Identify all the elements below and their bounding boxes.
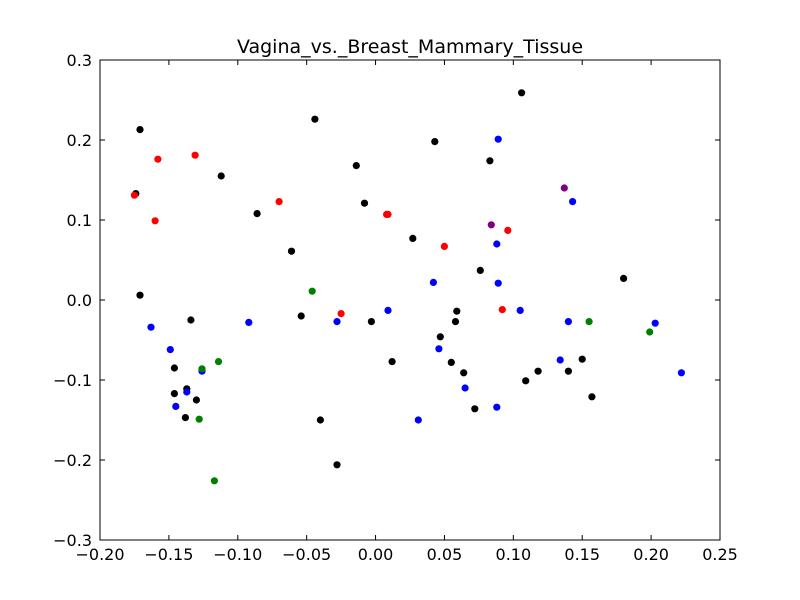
data-point xyxy=(440,242,448,250)
data-point xyxy=(253,210,261,218)
data-point xyxy=(210,477,218,485)
data-point xyxy=(494,279,502,287)
data-point xyxy=(384,306,392,314)
data-point xyxy=(151,217,159,225)
data-point xyxy=(471,405,479,413)
data-point xyxy=(409,234,417,242)
data-point xyxy=(183,388,191,396)
chart-title: Vagina_vs._Breast_Mammary_Tissue xyxy=(237,36,583,58)
y-tick-label: 0.3 xyxy=(67,51,92,70)
data-point xyxy=(388,358,396,366)
data-point xyxy=(453,307,461,315)
data-point xyxy=(569,198,577,206)
x-tick-label: −0.05 xyxy=(282,545,331,564)
y-tick-label: 0.0 xyxy=(67,291,92,310)
y-tick-label: −0.2 xyxy=(53,451,92,470)
data-point xyxy=(198,365,206,373)
data-point xyxy=(534,367,542,375)
data-point xyxy=(166,346,174,354)
data-point xyxy=(170,364,178,372)
data-point xyxy=(493,240,501,248)
data-point xyxy=(195,415,203,423)
data-point xyxy=(516,306,524,314)
data-point xyxy=(429,278,437,286)
data-point xyxy=(436,333,444,341)
data-point xyxy=(181,414,189,422)
data-point xyxy=(498,306,506,314)
data-point xyxy=(172,402,180,410)
x-tick-label: 0.25 xyxy=(702,545,738,564)
x-tick-label: 0.05 xyxy=(427,545,463,564)
data-point xyxy=(431,138,439,146)
data-point xyxy=(578,355,586,363)
data-point xyxy=(316,416,324,424)
data-point xyxy=(564,318,573,326)
data-point xyxy=(504,226,512,234)
data-point xyxy=(556,356,564,364)
data-point xyxy=(677,369,686,377)
y-tick-label: −0.1 xyxy=(53,371,92,390)
plot-frame xyxy=(99,59,721,541)
data-point xyxy=(367,318,375,326)
data-point xyxy=(560,184,568,192)
data-point xyxy=(646,328,654,336)
data-point xyxy=(518,89,526,97)
y-tick-label: −0.3 xyxy=(53,531,92,550)
data-point xyxy=(352,162,360,170)
data-point xyxy=(522,377,530,385)
x-tick-label: 0.15 xyxy=(564,545,600,564)
data-point xyxy=(217,172,225,180)
data-point xyxy=(187,316,195,324)
x-tick-label: 0.20 xyxy=(633,545,669,564)
data-point xyxy=(136,126,144,134)
data-point xyxy=(191,151,199,159)
data-point xyxy=(192,396,200,404)
data-point xyxy=(154,155,162,163)
data-point xyxy=(487,221,495,229)
data-point xyxy=(414,416,422,424)
data-point xyxy=(476,266,484,274)
data-point xyxy=(585,318,593,326)
data-point xyxy=(564,367,573,375)
data-point xyxy=(384,210,392,218)
data-point xyxy=(308,287,316,295)
data-point xyxy=(620,274,628,282)
data-point xyxy=(170,390,178,398)
data-point xyxy=(214,358,223,366)
data-point xyxy=(435,345,443,353)
data-point xyxy=(147,323,155,331)
data-point xyxy=(360,199,369,207)
data-point xyxy=(651,319,659,327)
data-point xyxy=(130,191,138,199)
data-point xyxy=(461,384,469,392)
axes-layer: −0.20 −0.15 −0.10 −0.05 0.00 0.05 0.10 0.15 0.20… xyxy=(53,51,738,564)
data-point xyxy=(493,403,501,411)
x-tick-label: 0.10 xyxy=(496,545,532,564)
y-tick-label: 0.1 xyxy=(67,211,92,230)
x-tick-label: 0.00 xyxy=(358,545,394,564)
data-point xyxy=(333,461,341,469)
data-point xyxy=(245,318,253,326)
y-tick-label: 0.2 xyxy=(67,131,92,150)
data-point xyxy=(136,291,144,299)
data-point xyxy=(486,157,494,165)
data-point xyxy=(333,318,341,326)
data-point xyxy=(287,247,296,255)
data-point xyxy=(447,358,455,366)
points-layer xyxy=(130,89,686,485)
data-point xyxy=(460,369,468,377)
x-tick-label: −0.15 xyxy=(144,545,193,564)
x-tick-label: −0.20 xyxy=(75,545,124,564)
data-point xyxy=(275,198,283,206)
data-point xyxy=(311,115,319,123)
data-point xyxy=(297,312,305,320)
data-point xyxy=(588,393,596,401)
x-tick-label: −0.10 xyxy=(213,545,262,564)
data-point xyxy=(337,310,345,318)
data-point xyxy=(494,135,502,143)
data-point xyxy=(451,318,460,326)
